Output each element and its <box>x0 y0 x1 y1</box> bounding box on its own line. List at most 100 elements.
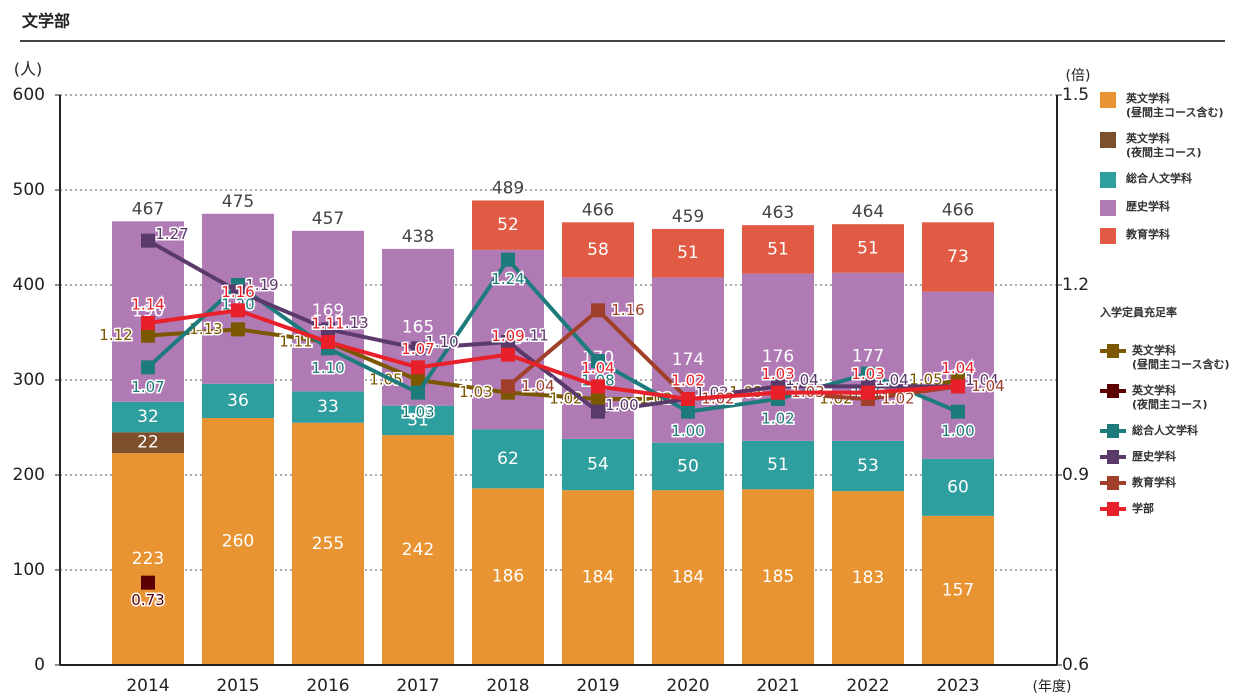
y-tick-label: 400 <box>13 275 45 295</box>
line-marker <box>501 379 515 394</box>
line-marker <box>591 379 605 394</box>
legend-marker <box>1107 424 1119 438</box>
line-label: 1.14 <box>131 296 164 314</box>
legend-label: 教育学科 <box>1132 476 1176 489</box>
line-label: 1.03 <box>851 365 884 383</box>
legend-marker <box>1107 450 1119 464</box>
legend-swatch <box>1100 200 1116 216</box>
line-marker <box>321 322 335 337</box>
y-tick-label: 600 <box>13 85 45 105</box>
line-marker <box>501 252 515 267</box>
line-marker <box>141 575 155 590</box>
line-marker <box>771 385 785 400</box>
line-marker <box>411 385 425 400</box>
legend-swatch <box>1100 476 1126 490</box>
legend-label: 英文学科 (夜間主コース) <box>1126 132 1202 159</box>
total-label: 459 <box>672 207 704 227</box>
bar-label: 184 <box>672 568 704 588</box>
bar-segment <box>832 272 904 441</box>
line-label: 1.13 <box>335 314 368 332</box>
line-label: 1.00 <box>941 422 974 440</box>
bar-segment <box>292 422 364 665</box>
line-marker <box>681 404 695 419</box>
bar-segment <box>562 438 634 491</box>
bar-segment <box>112 432 184 454</box>
legend-marker <box>1107 384 1119 398</box>
legend-item: 総合人文学科 <box>1100 424 1245 438</box>
total-label: 475 <box>222 192 254 212</box>
legend-item: 英文学科 (夜間主コース) <box>1100 132 1245 160</box>
bar-label: 165 <box>402 317 434 337</box>
line-marker <box>591 354 605 368</box>
y-tick-label: 100 <box>13 560 45 580</box>
line-marker <box>951 404 965 419</box>
line-legend-title: 入学定員充足率 <box>1100 306 1177 319</box>
bar-label: 51 <box>767 239 789 259</box>
line-label: 1.11 <box>311 315 344 333</box>
line-marker <box>501 335 515 349</box>
line-marker <box>861 366 875 381</box>
x-axis-label: (年度) <box>1033 679 1072 695</box>
line-label: 1.03 <box>459 383 492 401</box>
line-marker <box>411 373 425 387</box>
y-tick-label: 500 <box>13 180 45 200</box>
bar-label: 157 <box>942 580 974 600</box>
bar-segment <box>742 273 814 441</box>
legend-swatch <box>1100 132 1116 148</box>
bar-label: 32 <box>137 407 159 427</box>
legend-label: 英文学科 (昼間主コース含む) <box>1126 92 1224 119</box>
bar-label: 54 <box>587 455 609 475</box>
line-label: 1.00 <box>605 396 638 414</box>
y-tick-label: 200 <box>13 465 45 485</box>
bar-segment <box>832 491 904 665</box>
bar-segment <box>832 224 904 273</box>
bar-segment <box>922 222 994 292</box>
bar-segment <box>382 405 454 436</box>
line-label: 1.27 <box>155 225 188 243</box>
x-tick-label: 2023 <box>936 676 979 696</box>
total-label: 457 <box>312 209 344 229</box>
bar-label: 53 <box>857 456 879 476</box>
legend-label: 英文学科 (夜間主コース) <box>1132 384 1208 411</box>
legend-label: 歴史学科 <box>1126 200 1170 213</box>
line-label: 1.24 <box>491 270 524 288</box>
line-label: 1.16 <box>221 283 254 301</box>
legend-item: 総合人文学科 <box>1100 172 1245 188</box>
legend-label: 総合人文学科 <box>1126 172 1192 185</box>
bar-label: 242 <box>402 540 434 560</box>
bar-label: 184 <box>582 568 614 588</box>
bar-segment <box>922 515 994 665</box>
bar-label: 58 <box>587 240 609 260</box>
y-tick-label: 0 <box>34 655 45 675</box>
bar-segment <box>112 401 184 433</box>
line-label: 1.10 <box>425 333 458 351</box>
bar-segment <box>292 230 364 392</box>
bar-label: 260 <box>222 532 254 552</box>
line-label: 1.04 <box>971 377 1004 395</box>
bar-segment <box>652 228 724 278</box>
line-label: 1.19 <box>245 276 278 294</box>
line-label: 1.04 <box>941 359 974 377</box>
line-marker <box>501 347 515 362</box>
legend-swatch <box>1100 92 1116 108</box>
bar-label: 174 <box>672 350 704 370</box>
legend-marker <box>1107 344 1119 358</box>
line-marker <box>591 303 605 318</box>
legend-swatch <box>1100 344 1126 358</box>
bar-label: 33 <box>317 397 339 417</box>
bar-label: 169 <box>312 301 344 321</box>
bar-label: 185 <box>762 567 794 587</box>
x-tick-label: 2021 <box>756 676 799 696</box>
legend-item: 英文学科 (昼間主コース含む) <box>1100 92 1245 120</box>
x-tick-label: 2016 <box>306 676 349 696</box>
bar-label: 186 <box>492 567 524 587</box>
line-marker <box>591 392 605 406</box>
bar-label: 52 <box>497 215 519 235</box>
total-label: 438 <box>402 227 434 247</box>
line-marker <box>591 404 605 419</box>
line-label: 1.09 <box>491 327 524 345</box>
bar-segment <box>742 225 814 274</box>
line-label: 1.12 <box>99 326 132 344</box>
bar-label: 36 <box>227 391 249 411</box>
